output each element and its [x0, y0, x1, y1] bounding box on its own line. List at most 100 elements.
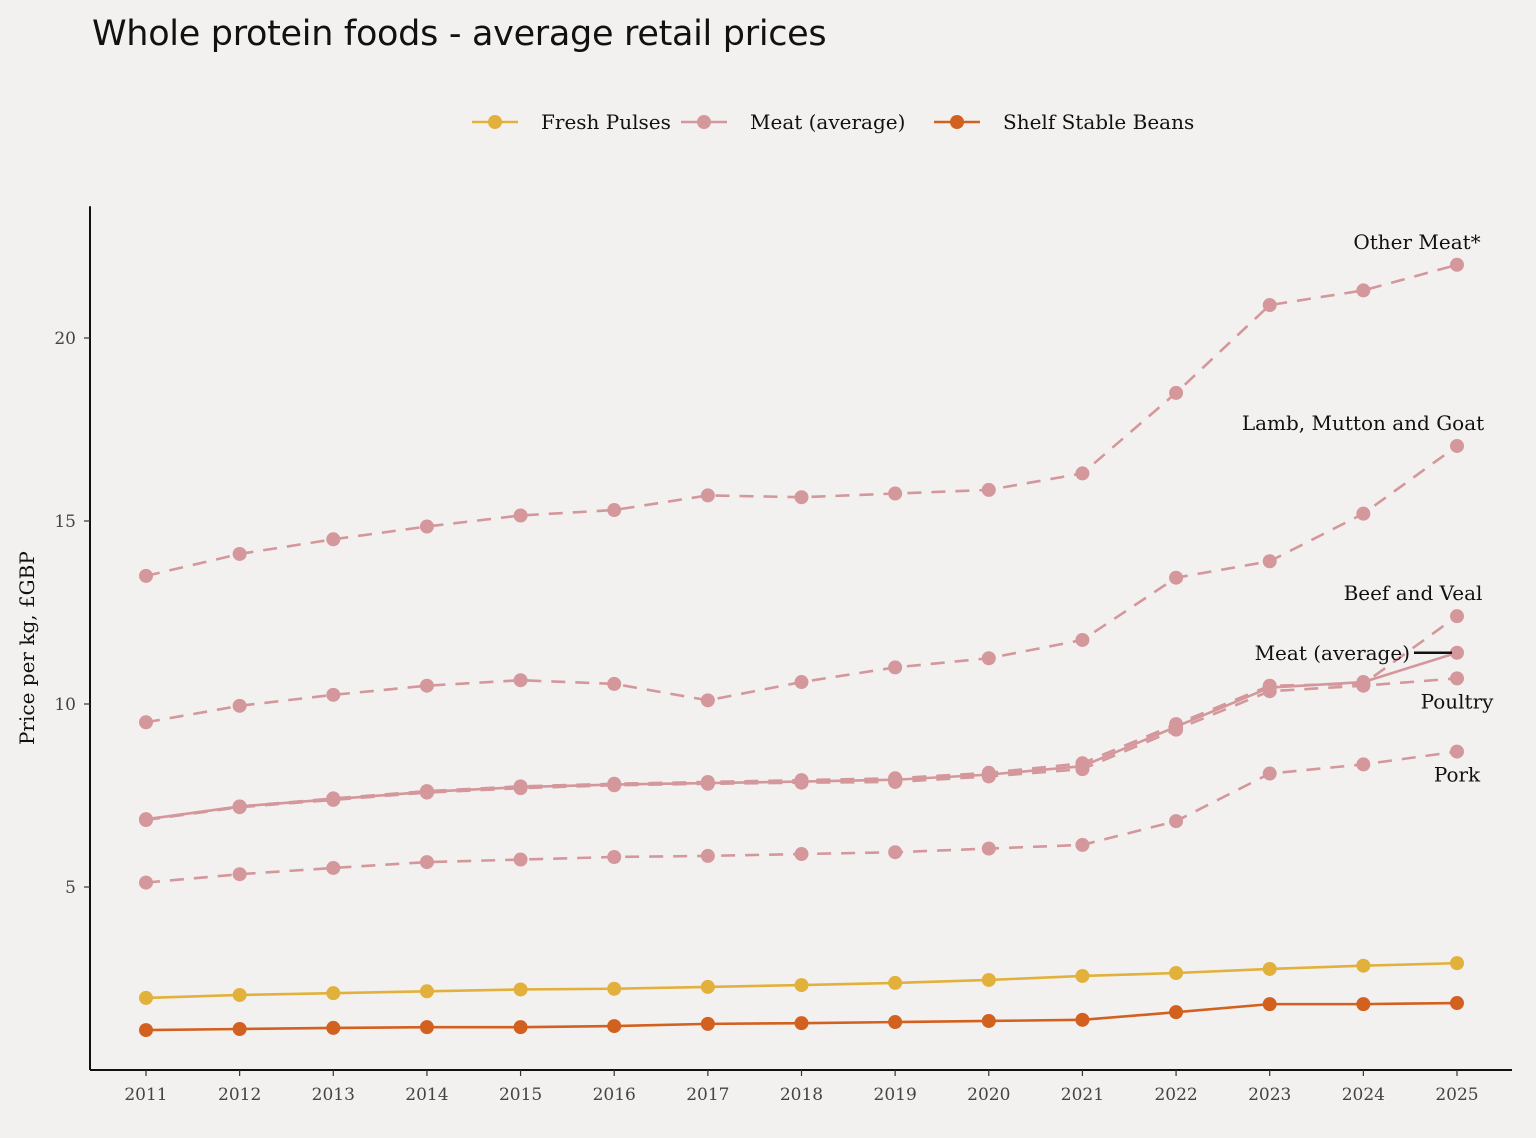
data-point — [981, 651, 996, 666]
data-point — [1075, 968, 1090, 983]
chart-title: Whole protein foods - average retail pri… — [92, 14, 827, 54]
x-tick-label: 2025 — [1435, 1085, 1478, 1105]
x-tick-label: 2024 — [1342, 1085, 1385, 1105]
legend-item: Meat (average) — [681, 110, 905, 134]
data-point — [607, 1019, 622, 1034]
data-point — [139, 990, 153, 1005]
x-tick-label: 2021 — [1061, 1085, 1104, 1105]
data-point — [981, 972, 996, 987]
data-point — [1450, 257, 1464, 272]
data-point — [700, 848, 715, 863]
data-point — [1450, 645, 1464, 660]
series-label: Pork — [1434, 763, 1481, 787]
data-point — [1356, 997, 1371, 1012]
data-point — [1262, 961, 1277, 976]
data-point — [139, 715, 153, 730]
series-line — [145, 263, 1458, 578]
data-point — [700, 488, 715, 503]
data-point — [1450, 671, 1464, 686]
data-point — [139, 1023, 153, 1038]
data-point — [700, 776, 715, 791]
data-point — [232, 1022, 247, 1037]
data-point — [794, 847, 809, 862]
series-other-meat- — [139, 257, 1464, 583]
data-point — [513, 673, 528, 688]
data-point — [139, 875, 153, 890]
data-point — [326, 687, 341, 702]
data-point — [232, 799, 247, 814]
data-point — [1169, 814, 1184, 829]
data-point — [1169, 966, 1184, 981]
data-point — [419, 984, 434, 999]
legend-marker — [488, 115, 502, 129]
data-point — [1356, 675, 1371, 690]
legend-item: Shelf Stable Beans — [934, 110, 1194, 134]
data-point — [981, 767, 996, 782]
series-line — [145, 750, 1458, 884]
data-point — [1450, 996, 1464, 1011]
x-tick-label: 2020 — [967, 1085, 1010, 1105]
x-tick-label: 2018 — [780, 1085, 823, 1105]
y-tick-label: 5 — [65, 878, 76, 898]
data-point — [232, 987, 247, 1002]
data-point — [1075, 837, 1090, 852]
data-point — [888, 1015, 903, 1030]
x-tick-label: 2014 — [405, 1085, 448, 1105]
data-point — [1356, 958, 1371, 973]
data-point — [794, 675, 809, 690]
series-pork — [139, 744, 1464, 890]
data-point — [1356, 506, 1371, 521]
legend-label: Meat (average) — [750, 110, 905, 134]
data-point — [794, 490, 809, 505]
data-point — [232, 698, 247, 713]
data-point — [1075, 759, 1090, 774]
series-label: Other Meat* — [1353, 230, 1480, 254]
x-tick-label: 2015 — [499, 1085, 542, 1105]
data-point — [888, 660, 903, 675]
data-point — [1262, 554, 1277, 569]
data-point — [1450, 744, 1464, 759]
x-tick-label: 2023 — [1248, 1085, 1291, 1105]
data-point — [794, 978, 809, 993]
data-point — [794, 774, 809, 789]
data-point — [513, 1020, 528, 1035]
series-label: Meat (average) — [1255, 641, 1410, 665]
data-point — [326, 1020, 341, 1035]
data-point — [607, 503, 622, 518]
data-point — [607, 981, 622, 996]
data-point — [1262, 298, 1277, 313]
data-point — [326, 532, 341, 547]
data-point — [232, 546, 247, 561]
data-point — [1075, 466, 1090, 481]
data-point — [1169, 570, 1184, 585]
data-point — [326, 792, 341, 807]
y-tick-label: 20 — [54, 329, 76, 349]
legend-label: Shelf Stable Beans — [1003, 110, 1194, 134]
data-point — [888, 845, 903, 860]
data-point — [1169, 385, 1184, 400]
legend-marker — [697, 115, 711, 129]
y-tick-label: 10 — [54, 695, 76, 715]
series-lamb-mutton-and-goat — [139, 438, 1464, 730]
x-tick-label: 2022 — [1154, 1085, 1197, 1105]
data-point — [607, 849, 622, 864]
x-tick-label: 2017 — [686, 1085, 729, 1105]
series-label: Poultry — [1421, 689, 1495, 713]
series-meat-average- — [139, 645, 1464, 827]
data-point — [981, 1013, 996, 1028]
y-axis-label: Price per kg, £GBP — [15, 551, 39, 745]
data-point — [513, 982, 528, 997]
data-point — [888, 486, 903, 501]
data-point — [1356, 283, 1371, 298]
data-point — [794, 1016, 809, 1031]
data-point — [326, 986, 341, 1001]
y-tick-label: 15 — [54, 512, 76, 532]
data-point — [513, 780, 528, 795]
data-point — [700, 693, 715, 708]
data-point — [700, 979, 715, 994]
data-point — [419, 519, 434, 534]
legend-marker — [950, 115, 964, 129]
data-point — [700, 1016, 715, 1031]
data-point — [1169, 1005, 1184, 1020]
